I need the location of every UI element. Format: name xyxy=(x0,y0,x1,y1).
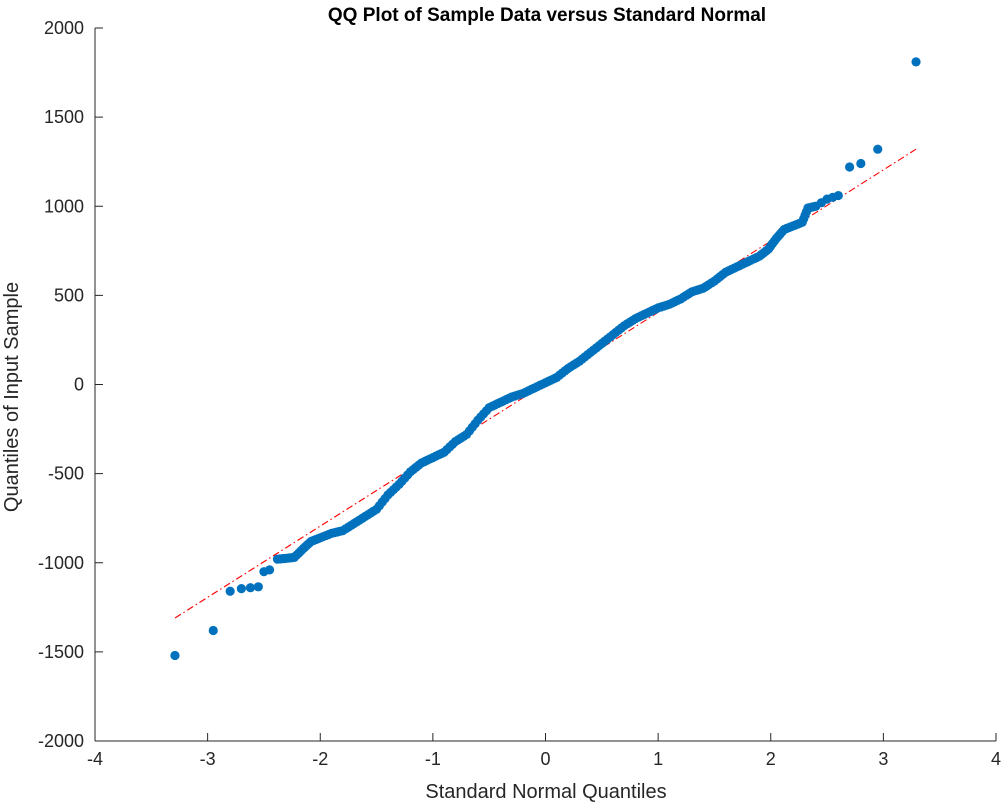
x-axis-title: Standard Normal Quantiles xyxy=(425,781,666,802)
x-tick-label: 3 xyxy=(878,749,888,769)
data-point xyxy=(856,158,866,169)
y-tick-label: 1500 xyxy=(44,107,84,127)
data-point xyxy=(833,190,843,201)
x-tick-label: -3 xyxy=(200,749,216,769)
data-point xyxy=(873,144,883,154)
data-point xyxy=(264,565,275,575)
y-axis-title: Quantiles of Input Sample xyxy=(1,282,23,512)
plot-area: -4 -3 -2 -1 0 1 2 3 4 -2000 -1500 -1000 -500 0 500 1000… xyxy=(38,18,1001,769)
chart-title: QQ Plot of Sample Data versus Standard N… xyxy=(328,5,766,26)
y-tick-label: 500 xyxy=(54,285,84,305)
x-tick-label: -4 xyxy=(87,749,103,769)
data-point xyxy=(236,583,247,594)
data-point xyxy=(225,586,235,596)
data-point xyxy=(170,650,180,661)
data-point xyxy=(844,162,855,172)
y-tick-label: -500 xyxy=(48,464,84,484)
x-tick-label: -1 xyxy=(425,749,441,769)
data-point xyxy=(245,583,256,593)
y-tick-label: 2000 xyxy=(44,18,84,38)
y-tick-label: -1500 xyxy=(38,642,84,662)
x-tick-label: 4 xyxy=(991,749,1001,769)
y-tick-label: -2000 xyxy=(38,731,84,751)
data-point xyxy=(911,57,921,67)
data-point xyxy=(208,625,218,636)
y-tick-label: -1000 xyxy=(38,553,84,573)
x-tick-label: -2 xyxy=(312,749,328,769)
data-point xyxy=(253,582,263,592)
x-tick-label: 1 xyxy=(653,749,663,769)
x-tick-label: 2 xyxy=(766,749,776,769)
y-tick-label: 1000 xyxy=(44,196,84,216)
x-tick-label: 0 xyxy=(540,749,550,769)
y-tick-label: 0 xyxy=(74,375,84,395)
